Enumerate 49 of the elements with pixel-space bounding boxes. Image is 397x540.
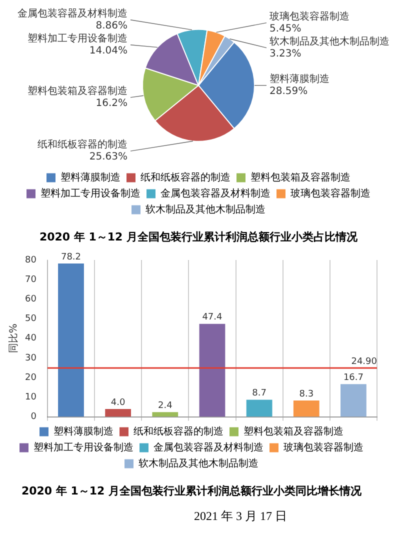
legend-label: 塑料加工专用设备制造 <box>34 441 134 454</box>
slice-label: 塑料包装箱及容器制造 <box>28 85 128 98</box>
legend-label: 软木制品及其他木制品制造 <box>146 203 266 216</box>
data-label: 28.59% <box>270 86 308 97</box>
slice-label: 玻璃包装容器制造 <box>270 10 350 22</box>
y-tick-label: 20 <box>25 372 37 383</box>
data-label: 78.2 <box>60 252 82 262</box>
legend-label: 软木制品及其他木制品制造 <box>138 457 258 470</box>
legend-label: 金属包装容器及材料制造 <box>160 187 270 200</box>
legend-label: 金属包装容器及材料制造 <box>154 441 264 454</box>
y-tick-label: 10 <box>25 392 37 403</box>
y-tick-label: 50 <box>25 314 37 324</box>
y-tick-label: 70 <box>25 274 37 285</box>
data-label: 8.3 <box>299 389 314 400</box>
text: 2020 年 1～12 月全国包装行业累计利润总额行业小类占比情况 <box>39 230 359 244</box>
slice-label: 塑料加工专用设备制造 <box>28 32 128 44</box>
y-tick-label: 0 <box>30 412 37 422</box>
slice-label: 金属包装容器及材料制造 <box>18 7 128 20</box>
data-label: 8.7 <box>252 388 266 399</box>
legend-label: 塑料薄膜制造 <box>54 425 114 438</box>
legend-label: 纸和纸板容器的制造 <box>140 171 230 184</box>
slice-label: 纸和纸板容器的制造 <box>38 138 128 151</box>
data-label: 2.4 <box>158 400 173 411</box>
text: 2021 年 3 月 17 日 <box>193 508 288 525</box>
y-tick-label: 60 <box>25 294 37 305</box>
data-label: 8.86% <box>96 20 128 32</box>
data-label: 16.2% <box>96 98 128 110</box>
data-label: 5.45% <box>270 23 302 34</box>
text: 2020 年 1～12 月全国包装行业累计利润总额行业小类同比增长情况 <box>21 484 363 498</box>
legend-label: 玻璃包装容器制造 <box>284 441 364 454</box>
data-label: 14.04% <box>89 45 128 56</box>
y-tick-label: 30 <box>25 353 37 364</box>
legend-label: 玻璃包装容器制造 <box>290 187 370 200</box>
legend-label: 纸和纸板容器的制造 <box>134 425 224 438</box>
slice-label: 塑料薄膜制造 <box>270 72 330 85</box>
data-label: 16.7 <box>343 372 364 383</box>
legend-label: 塑料加工专用设备制造 <box>40 187 140 200</box>
y-tick-label: 80 <box>25 255 37 266</box>
slice-label: 软木制品及其他木制品制造 <box>270 35 390 48</box>
data-label: 4.0 <box>110 398 126 408</box>
data-label: 3.23% <box>270 48 302 60</box>
data-label: 25.63% <box>89 152 128 163</box>
y-axis-title: 同比% <box>8 324 20 354</box>
ref-line-label: 24.90 <box>351 356 378 367</box>
y-tick-label: 40 <box>25 334 37 344</box>
legend-label: 塑料薄膜制造 <box>60 171 120 184</box>
data-label: 47.4 <box>202 312 223 323</box>
legend-label: 塑料包装箱及容器制造 <box>244 425 344 438</box>
legend-label: 塑料包装箱及容器制造 <box>250 171 350 184</box>
